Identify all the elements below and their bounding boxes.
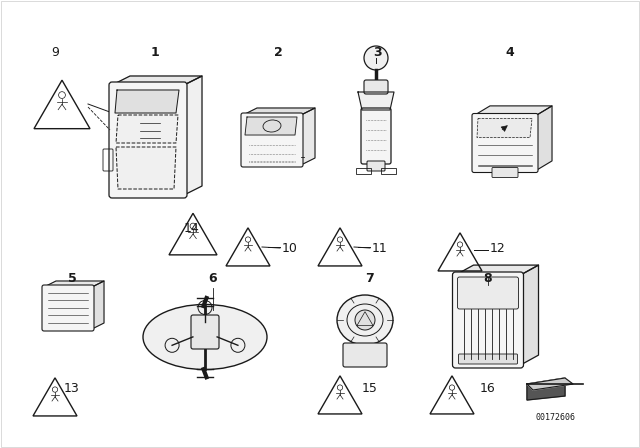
Polygon shape bbox=[44, 281, 104, 287]
Text: 12: 12 bbox=[490, 241, 506, 254]
Text: 11: 11 bbox=[372, 241, 388, 254]
Text: 10: 10 bbox=[282, 241, 298, 254]
Polygon shape bbox=[527, 378, 573, 390]
Polygon shape bbox=[477, 119, 532, 138]
Polygon shape bbox=[474, 106, 552, 116]
FancyBboxPatch shape bbox=[458, 354, 518, 364]
Bar bbox=[356, 168, 371, 174]
Circle shape bbox=[355, 310, 375, 330]
FancyBboxPatch shape bbox=[361, 108, 391, 164]
Text: 14: 14 bbox=[184, 221, 200, 234]
Polygon shape bbox=[520, 265, 538, 365]
Polygon shape bbox=[527, 378, 565, 400]
FancyBboxPatch shape bbox=[364, 80, 388, 94]
FancyBboxPatch shape bbox=[452, 272, 524, 368]
FancyBboxPatch shape bbox=[191, 315, 219, 349]
FancyBboxPatch shape bbox=[42, 285, 94, 331]
Polygon shape bbox=[358, 92, 394, 110]
FancyBboxPatch shape bbox=[472, 113, 538, 172]
Text: 15: 15 bbox=[362, 382, 378, 395]
FancyBboxPatch shape bbox=[109, 82, 187, 198]
Polygon shape bbox=[115, 90, 179, 113]
Polygon shape bbox=[301, 108, 315, 165]
Circle shape bbox=[364, 46, 388, 70]
Ellipse shape bbox=[337, 295, 393, 345]
FancyBboxPatch shape bbox=[241, 113, 303, 167]
FancyBboxPatch shape bbox=[367, 161, 385, 171]
Text: 9: 9 bbox=[51, 46, 59, 59]
Text: 00172606: 00172606 bbox=[535, 414, 575, 422]
Bar bbox=[381, 168, 396, 174]
Polygon shape bbox=[116, 147, 176, 189]
FancyBboxPatch shape bbox=[343, 343, 387, 367]
Text: 13: 13 bbox=[64, 382, 80, 395]
Text: 1: 1 bbox=[150, 46, 159, 59]
Text: 7: 7 bbox=[365, 271, 374, 284]
FancyBboxPatch shape bbox=[458, 277, 518, 309]
Polygon shape bbox=[92, 281, 104, 329]
Ellipse shape bbox=[143, 305, 267, 370]
Polygon shape bbox=[245, 117, 297, 135]
Text: 5: 5 bbox=[68, 271, 76, 284]
Polygon shape bbox=[112, 76, 202, 85]
Polygon shape bbox=[184, 76, 202, 195]
Text: 2: 2 bbox=[274, 46, 282, 59]
Text: 16: 16 bbox=[480, 382, 496, 395]
FancyBboxPatch shape bbox=[492, 168, 518, 177]
Text: 8: 8 bbox=[484, 271, 492, 284]
Polygon shape bbox=[116, 115, 178, 143]
Text: 4: 4 bbox=[506, 46, 515, 59]
Polygon shape bbox=[456, 265, 538, 275]
Polygon shape bbox=[243, 108, 315, 115]
Polygon shape bbox=[536, 106, 552, 171]
Text: 6: 6 bbox=[209, 271, 218, 284]
Text: 3: 3 bbox=[374, 46, 382, 59]
